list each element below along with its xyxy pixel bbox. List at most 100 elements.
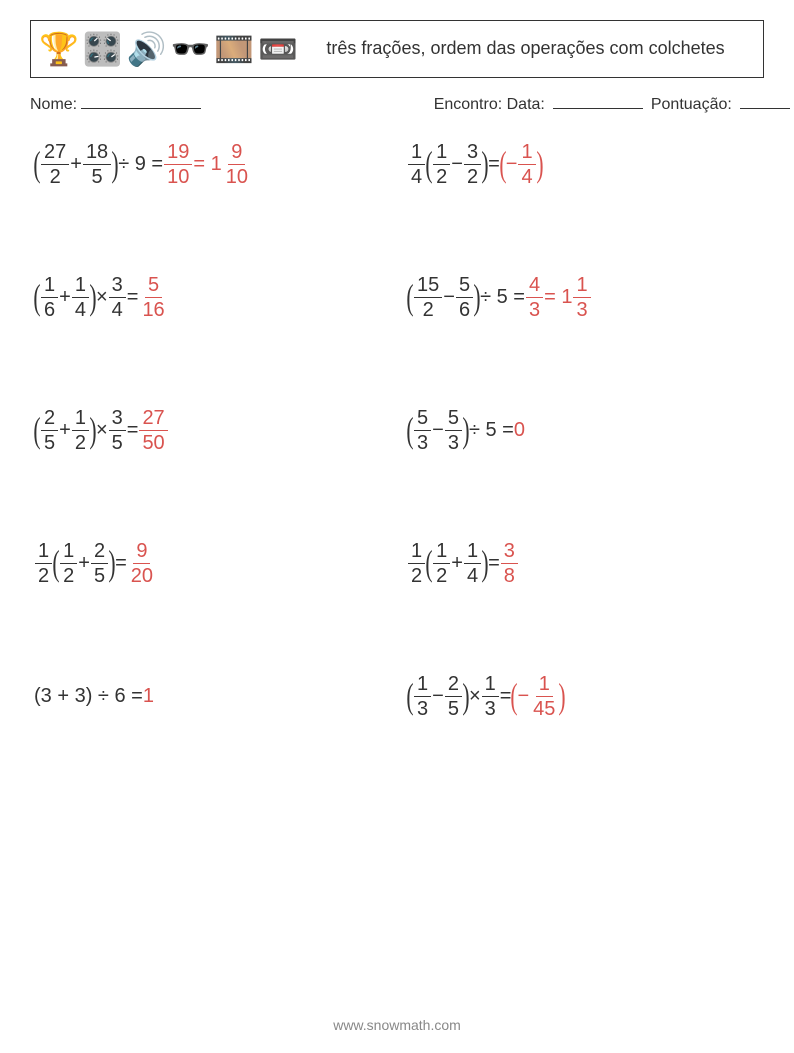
fraction: 920 <box>128 541 156 586</box>
paren: ( <box>426 553 433 575</box>
math-text: ÷ 5 = <box>480 286 525 309</box>
name-label: Nome: <box>30 96 77 114</box>
paren: ) <box>462 420 469 442</box>
fraction-numerator: 1 <box>60 541 77 564</box>
paren: ) <box>559 686 566 708</box>
fraction-numerator: 5 <box>445 408 462 431</box>
math-text: × <box>469 685 481 708</box>
fraction-denominator: 3 <box>414 431 431 453</box>
paren: ( <box>33 420 40 442</box>
paren: ( <box>53 553 60 575</box>
footer-url: www.snowmath.com <box>0 1017 794 1033</box>
header-icon-4: 🎞️ <box>214 33 254 65</box>
fraction-denominator: 4 <box>518 165 535 187</box>
problem-answer: 920 <box>127 541 157 586</box>
math-text: = <box>488 153 500 176</box>
fraction-numerator: 1 <box>414 674 431 697</box>
score-blank[interactable] <box>740 92 790 109</box>
fraction-numerator: 1 <box>433 142 450 165</box>
problem-5: (53 − 53) ÷ 5 = 0 <box>407 408 760 453</box>
fraction: 13 <box>414 674 431 719</box>
fraction-denominator: 10 <box>223 165 251 187</box>
fraction: 35 <box>109 408 126 453</box>
problem-expression: 14(12 − 32) = <box>407 142 500 187</box>
paren: ( <box>33 154 40 176</box>
problem-expression: (152 − 56) ÷ 5 = <box>407 275 525 320</box>
paren: ) <box>473 287 480 309</box>
worksheet-page: 🏆🎛️🔊🕶️🎞️📼 três frações, ordem das operaç… <box>0 0 794 1053</box>
fraction-numerator: 9 <box>228 142 245 165</box>
problem-expression: (53 − 53) ÷ 5 = <box>407 408 514 453</box>
paren: ( <box>406 420 413 442</box>
date-blank[interactable] <box>553 92 643 109</box>
fraction-denominator: 2 <box>433 165 450 187</box>
fraction-denominator: 2 <box>408 564 425 586</box>
problem-answer: 1 <box>143 685 154 708</box>
fraction-denominator: 8 <box>501 564 518 586</box>
fraction-denominator: 3 <box>573 298 590 320</box>
fraction-numerator: 9 <box>133 541 150 564</box>
problem-answer: 43 = 113 <box>525 275 592 320</box>
header-icon-3: 🕶️ <box>171 33 211 65</box>
fraction-denominator: 2 <box>433 564 450 586</box>
fraction: 1910 <box>164 142 192 187</box>
fraction-numerator: 1 <box>536 674 553 697</box>
fraction-numerator: 3 <box>109 408 126 431</box>
problem-answer: 0 <box>514 419 525 442</box>
math-text: = <box>115 552 127 575</box>
math-text: − <box>451 153 463 176</box>
fraction-numerator: 3 <box>501 541 518 564</box>
fraction-denominator: 5 <box>41 431 58 453</box>
problem-answer: 2750 <box>138 408 168 453</box>
paren: ) <box>481 154 488 176</box>
problem-answer: 516 <box>138 275 168 320</box>
header-icon-0: 🏆 <box>39 33 79 65</box>
fraction: 14 <box>464 541 481 586</box>
problem-2: (16 + 14) × 34 = 516 <box>34 275 387 320</box>
paren: ( <box>511 686 518 708</box>
fraction: 12 <box>433 142 450 187</box>
problem-3: (152 − 56) ÷ 5 = 43 = 113 <box>407 275 760 320</box>
fraction-denominator: 45 <box>530 697 558 719</box>
fraction: 910 <box>223 142 251 187</box>
problem-expression: 12(12 + 25) = <box>34 541 127 586</box>
paren: ) <box>89 420 96 442</box>
worksheet-title: três frações, ordem das operações com co… <box>298 33 763 64</box>
fraction: 12 <box>35 541 52 586</box>
problem-expression: (272 + 185) ÷ 9 = <box>34 142 163 187</box>
meta-right: Encontro: Data: Pontuação: <box>434 92 790 114</box>
fraction-denominator: 2 <box>72 431 89 453</box>
paren: ( <box>499 154 506 176</box>
fraction: 14 <box>408 142 425 187</box>
fraction-numerator: 1 <box>72 408 89 431</box>
math-text: = <box>127 419 139 442</box>
fraction: 12 <box>60 541 77 586</box>
fraction-denominator: 20 <box>128 564 156 586</box>
math-text: + <box>78 552 90 575</box>
fraction-denominator: 10 <box>164 165 192 187</box>
header-icons-row: 🏆🎛️🔊🕶️🎞️📼 <box>31 33 298 65</box>
math-text: + <box>59 286 71 309</box>
problem-8: (3 + 3) ÷ 6 = 1 <box>34 674 387 719</box>
math-text: − <box>517 685 529 708</box>
fraction-denominator: 2 <box>420 298 437 320</box>
math-text: + <box>59 419 71 442</box>
math-text: (3 + 3) ÷ 6 = <box>34 685 143 708</box>
problem-6: 12(12 + 25) = 920 <box>34 541 387 586</box>
fraction: 12 <box>72 408 89 453</box>
math-text: = 1 <box>544 286 572 309</box>
math-text: − <box>506 153 518 176</box>
fraction-numerator: 27 <box>139 408 167 431</box>
fraction-denominator: 3 <box>414 697 431 719</box>
fraction: 2750 <box>139 408 167 453</box>
name-blank[interactable] <box>81 92 201 109</box>
math-text: = 1 <box>193 153 221 176</box>
problems-grid: (272 + 185) ÷ 9 = 1910 = 191014(12 − 32)… <box>30 142 764 719</box>
fraction-denominator: 6 <box>456 298 473 320</box>
fraction: 38 <box>501 541 518 586</box>
fraction-numerator: 2 <box>445 674 462 697</box>
paren: ( <box>426 154 433 176</box>
fraction: 53 <box>445 408 462 453</box>
problem-1: 14(12 − 32) = (−14) <box>407 142 760 187</box>
fraction-numerator: 18 <box>83 142 111 165</box>
